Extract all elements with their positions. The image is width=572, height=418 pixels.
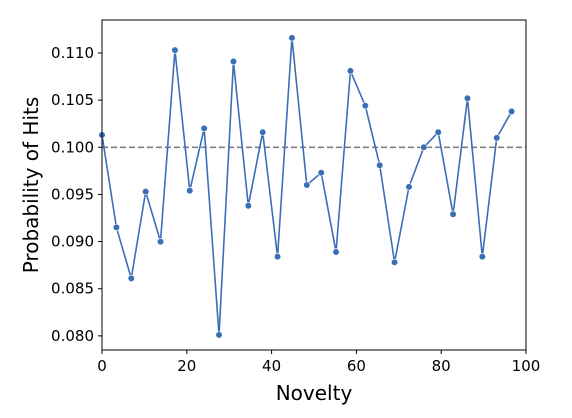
- x-axis-title: Novelty: [276, 381, 353, 405]
- y-tick-label: 0.105: [51, 91, 94, 109]
- data-point: [273, 253, 282, 261]
- data-point: [229, 57, 238, 66]
- data-point: [332, 248, 340, 256]
- x-tick-label: 0: [97, 357, 107, 375]
- x-axis-ticks: 0 20 40 60 80 100: [97, 350, 540, 375]
- data-point: [317, 169, 325, 177]
- y-axis-title: Probability of Hits: [19, 97, 43, 274]
- data-point: [507, 107, 516, 116]
- y-tick-label: 0.090: [51, 233, 94, 251]
- x-tick-label: 40: [262, 357, 281, 375]
- data-point: [127, 274, 135, 282]
- data-point: [215, 331, 223, 339]
- data-point: [478, 253, 486, 261]
- data-point: [463, 94, 472, 102]
- data-point: [112, 223, 121, 232]
- y-tick-label: 0.095: [51, 185, 94, 203]
- data-point: [361, 102, 369, 110]
- data-point: [493, 134, 501, 142]
- data-point: [142, 188, 150, 196]
- data-point: [303, 181, 311, 189]
- data-point: [288, 34, 296, 42]
- plot-area: [102, 20, 526, 350]
- data-point: [200, 124, 208, 133]
- data-point: [376, 161, 384, 169]
- y-tick-label: 0.110: [51, 44, 94, 62]
- data-point: [171, 46, 179, 54]
- plot-frame: [101, 19, 527, 351]
- y-tick-label: 0.080: [51, 327, 94, 345]
- data-point: [405, 183, 413, 191]
- marker-layer: [98, 34, 516, 339]
- x-tick-label: 80: [432, 357, 451, 375]
- data-point: [156, 237, 165, 246]
- x-tick-label: 60: [347, 357, 366, 375]
- data-point: [434, 128, 442, 136]
- y-tick-label: 0.085: [51, 280, 94, 298]
- x-tick-label: 20: [177, 357, 196, 375]
- data-point: [420, 143, 428, 151]
- data-point: [186, 187, 194, 195]
- y-axis-ticks: 0.080 0.085 0.090 0.095 0.100 0.105 0.110: [51, 44, 102, 345]
- data-point: [244, 202, 252, 210]
- data-point: [259, 128, 267, 136]
- x-tick-label: 100: [512, 357, 541, 375]
- data-point: [346, 67, 355, 75]
- data-point: [449, 210, 457, 218]
- y-tick-label: 0.100: [51, 138, 94, 156]
- data-point: [390, 258, 399, 266]
